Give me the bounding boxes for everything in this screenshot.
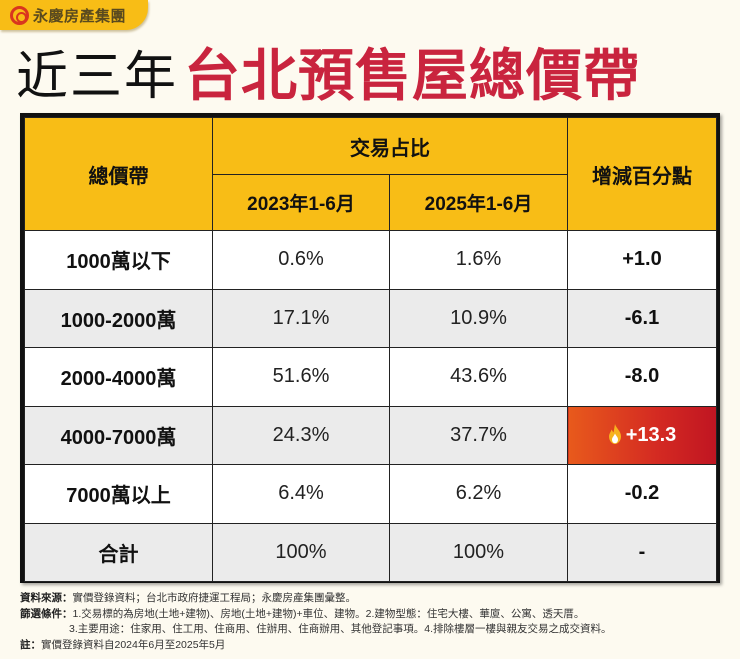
table-row: 1000-2000萬 17.1% 10.9% -6.1 [24, 288, 717, 348]
price-band-cell: 1000萬以下 [24, 230, 213, 290]
price-band-cell: 2000-4000萬 [24, 347, 213, 407]
price-band-table: 總價帶 交易占比 增減百分點 2023年1-6月 2025年1-6月 1000萬… [20, 113, 720, 583]
header-price-band: 總價帶 [24, 117, 213, 231]
brand-tab: 永慶房產集團 [0, 0, 148, 30]
share-2025-cell: 6.2% [389, 464, 568, 524]
change-cell-highlighted: +13.3 [567, 405, 717, 465]
header-2023: 2023年1-6月 [212, 174, 390, 231]
header-change-points: 增減百分點 [567, 117, 717, 231]
share-2023-cell: 100% [212, 522, 390, 582]
total-label-cell: 合計 [24, 522, 213, 582]
title-prefix: 近三年 [16, 46, 179, 107]
change-cell: +1.0 [567, 230, 717, 290]
price-band-cell: 7000萬以上 [24, 464, 213, 524]
share-2023-cell: 24.3% [212, 405, 390, 465]
table-total-row: 合計 100% 100% - [24, 522, 717, 582]
table-subheader-row: 2023年1-6月 2025年1-6月 [25, 174, 717, 231]
source-note: 資料來源：實價登錄資料；台北市政府捷運工程局；永慶房產集團彙整。 [20, 592, 356, 604]
table-row: 2000-4000萬 51.6% 43.6% -8.0 [24, 347, 717, 407]
fire-icon [608, 423, 621, 444]
price-band-cell: 1000-2000萬 [24, 288, 213, 348]
price-band-cell: 4000-7000萬 [24, 405, 213, 465]
share-2025-cell: 43.6% [389, 347, 568, 407]
header-2025: 2025年1-6月 [389, 174, 568, 231]
change-value: +13.3 [625, 423, 677, 446]
table-row: 4000-7000萬 24.3% 37.7% +13.3 [24, 405, 717, 465]
share-2023-cell: 17.1% [212, 288, 390, 348]
share-2023-cell: 51.6% [212, 347, 390, 407]
filter-note: 篩選條件：1.交易標的為房地(土地+建物)、房地(土地+建物)+車位、建物。2.… [20, 607, 585, 620]
share-2025-cell: 100% [389, 522, 568, 582]
title-highlight: 台北預售屋總價帶 [184, 43, 641, 107]
share-2023-cell: 6.4% [212, 464, 390, 524]
share-2023-cell: 0.6% [212, 230, 390, 290]
share-2025-cell: 37.7% [389, 405, 568, 465]
filter-note-continued: 3.主要用途：住家用、住工用、住商用、住辦用、住商辦用、其他登記事項。4.排除樓… [69, 623, 612, 635]
share-2025-cell: 1.6% [389, 230, 568, 290]
change-cell: -8.0 [567, 347, 717, 407]
table-header-row: 總價帶 交易占比 增減百分點 [24, 117, 717, 231]
change-cell: - [567, 522, 717, 582]
footnotes: 資料來源：實價登錄資料；台北市政府捷運工程局；永慶房產集團彙整。 篩選條件：1.… [20, 591, 612, 653]
header-transaction-share: 交易占比 [212, 117, 568, 175]
table-row: 1000萬以下 0.6% 1.6% +1.0 [24, 230, 717, 290]
period-note: 註：實價登錄資料自2024年6月至2025年5月 [20, 638, 226, 651]
change-cell: -0.2 [567, 464, 717, 524]
yungching-logo-icon [10, 5, 29, 25]
table-row: 7000萬以上 6.4% 6.2% -0.2 [24, 464, 717, 524]
share-2025-cell: 10.9% [389, 288, 568, 348]
brand-name: 永慶房產集團 [33, 7, 127, 25]
change-cell: -6.1 [567, 288, 717, 348]
page-title: 近三年 台北預售屋總價帶 [16, 36, 640, 107]
